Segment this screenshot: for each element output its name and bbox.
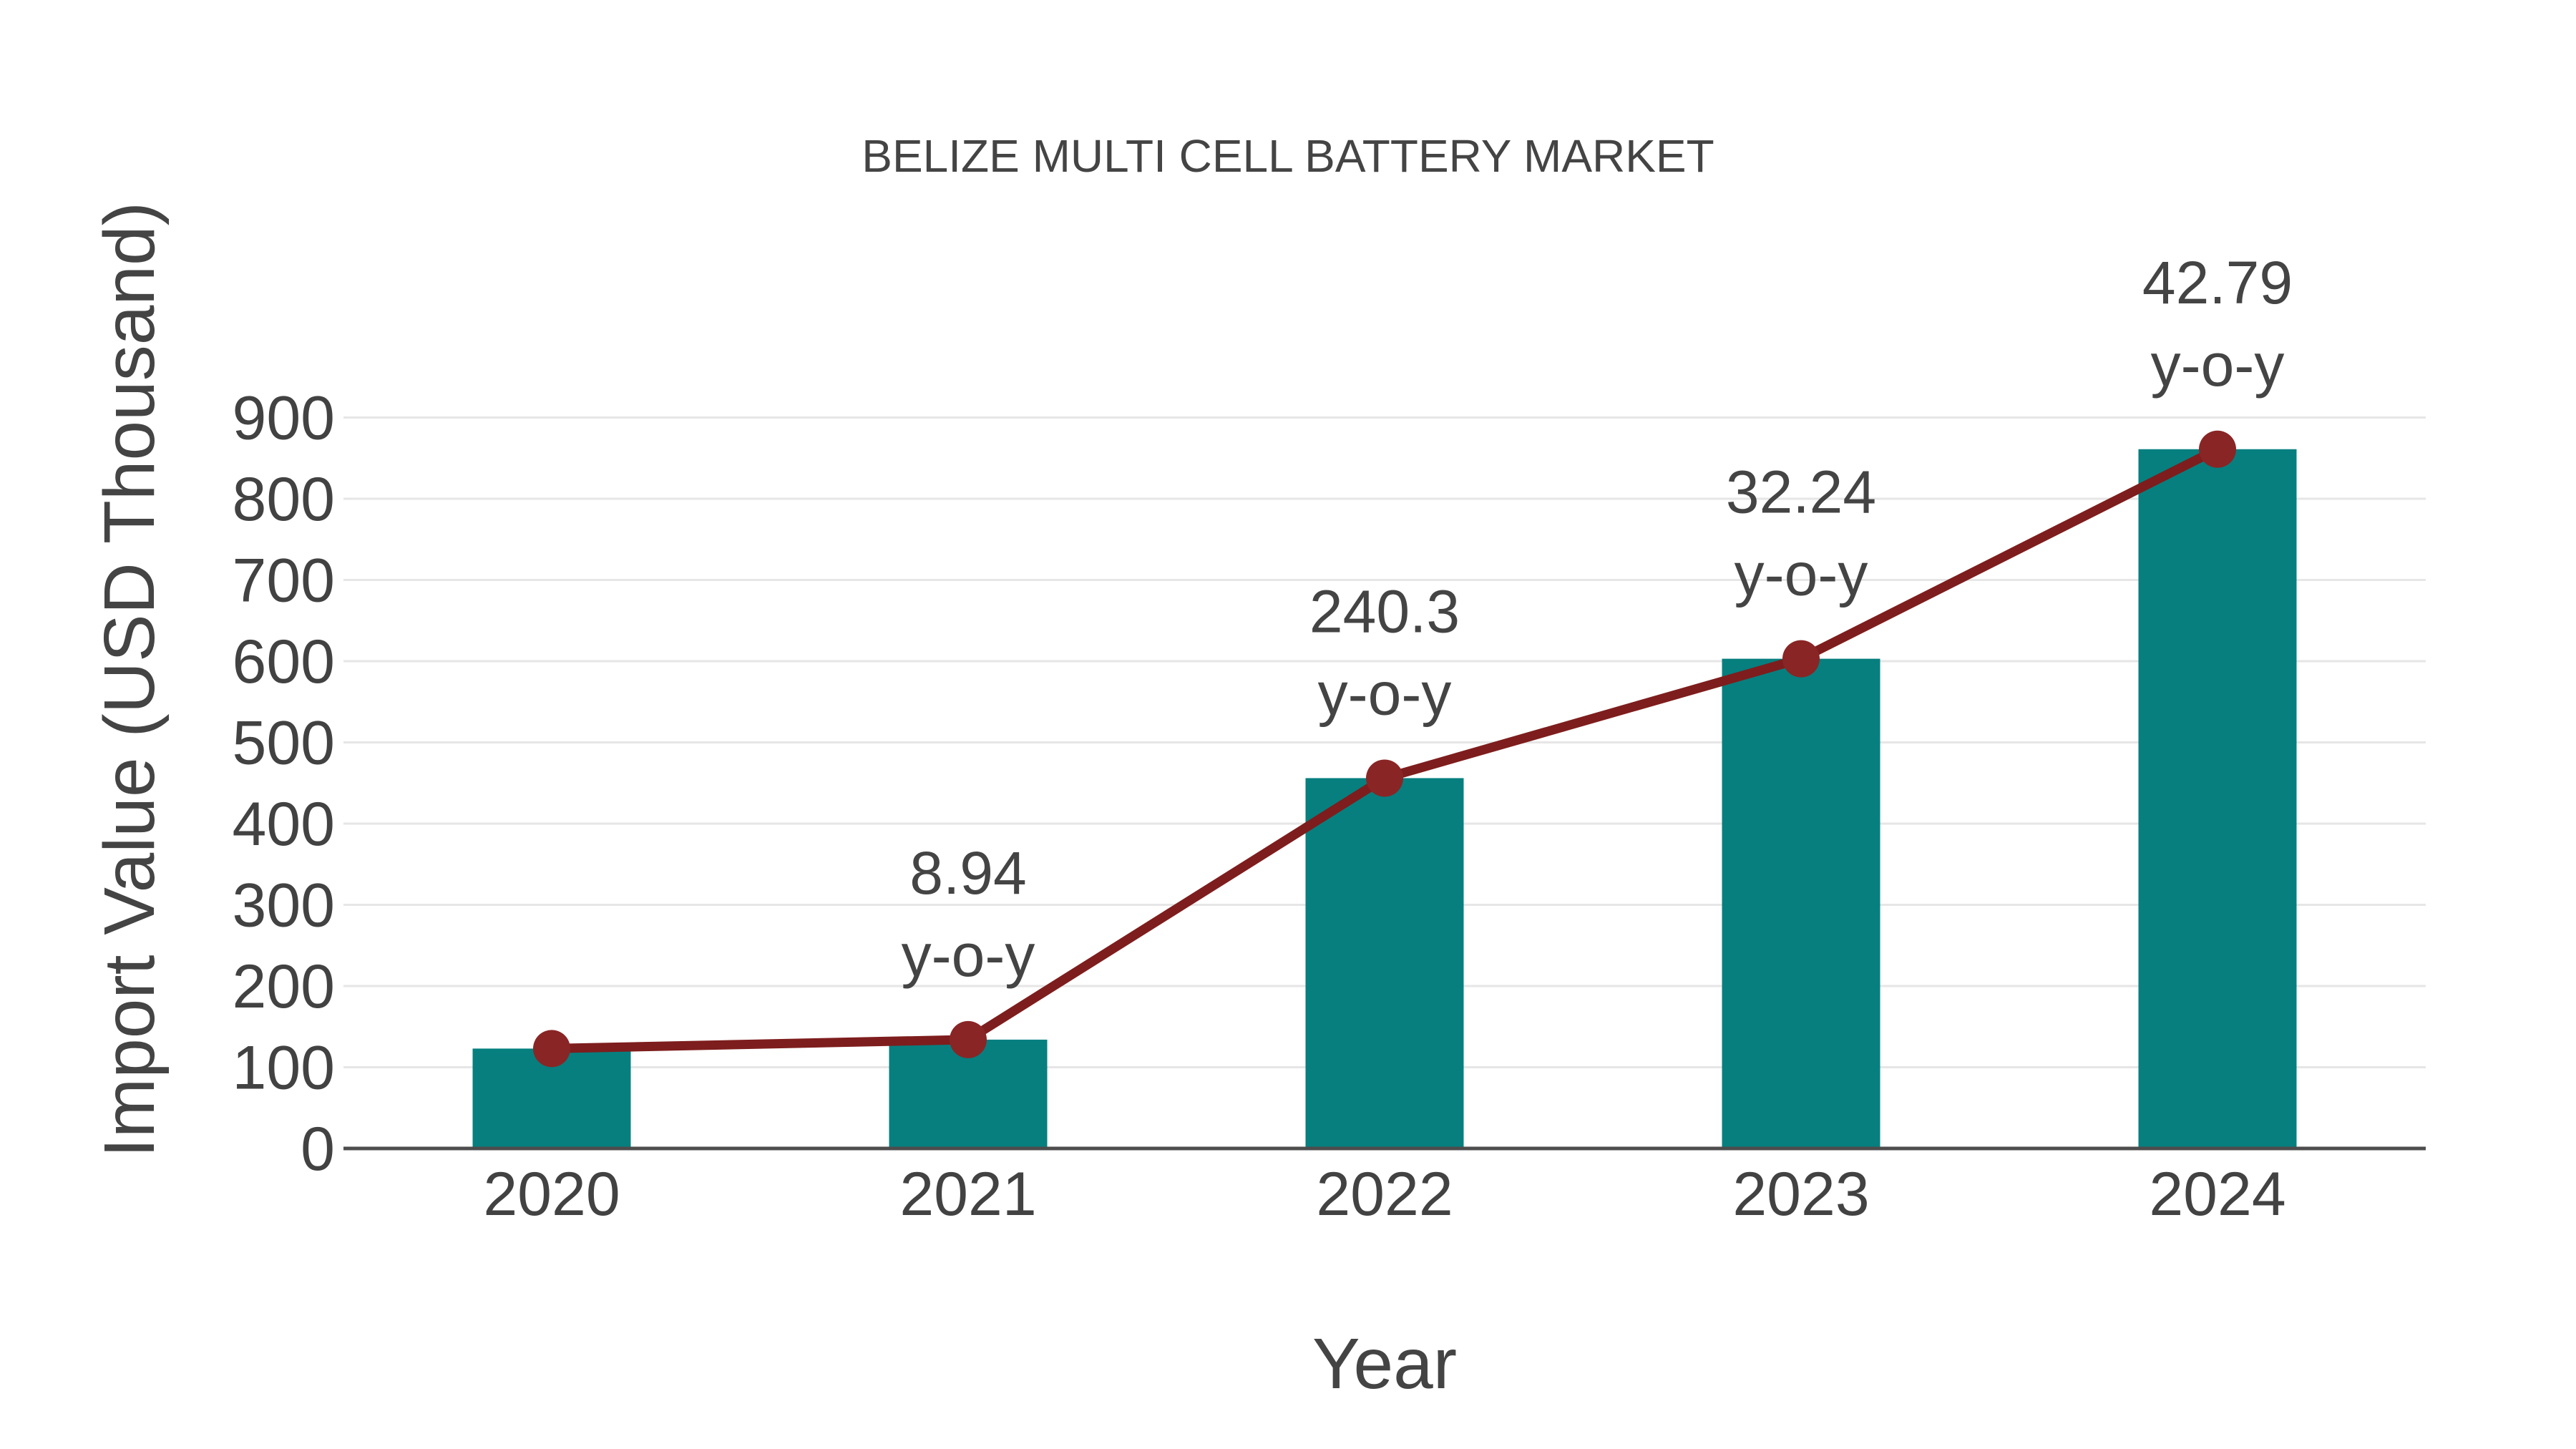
y-tick-label-500: 500 bbox=[233, 709, 336, 778]
y-tick-label-800: 800 bbox=[233, 465, 336, 534]
y-tick-label-200: 200 bbox=[233, 952, 336, 1021]
y-axis-tick-labels: 0 100 200 300 400 500 600 700 800 900 bbox=[233, 384, 336, 1184]
trend-marker-2022 bbox=[1366, 759, 1403, 797]
y-tick-label-400: 400 bbox=[233, 790, 336, 859]
trend-marker-2023 bbox=[1782, 640, 1820, 678]
yoy-unit-2021: y-o-y bbox=[902, 922, 1035, 989]
yoy-unit-2024: y-o-y bbox=[2151, 331, 2285, 399]
y-tick-label-700: 700 bbox=[233, 547, 336, 615]
y-axis-title: Import Value (USD Thousand) bbox=[89, 202, 170, 1158]
y-tick-label-300: 300 bbox=[233, 872, 336, 940]
x-tick-label-2024: 2024 bbox=[2149, 1160, 2285, 1229]
yoy-value-2022: 240.3 bbox=[1309, 577, 1460, 645]
yoy-unit-2023: y-o-y bbox=[1735, 541, 1868, 608]
trend-line-markers bbox=[533, 430, 2236, 1068]
yoy-value-2024: 42.79 bbox=[2142, 249, 2293, 316]
chart-title: BELIZE MULTI CELL BATTERY MARKET bbox=[862, 130, 1714, 182]
yoy-value-2023: 32.24 bbox=[1726, 459, 1876, 526]
bar-2023 bbox=[1722, 658, 1880, 1148]
yoy-value-2021: 8.94 bbox=[909, 839, 1027, 907]
x-tick-label-2020: 2020 bbox=[483, 1160, 620, 1229]
y-tick-label-100: 100 bbox=[233, 1034, 336, 1103]
trend-marker-2024 bbox=[2199, 430, 2236, 468]
y-tick-label-900: 900 bbox=[233, 384, 336, 453]
x-axis-tick-labels: 2020 2021 2022 2023 2024 bbox=[483, 1160, 2285, 1229]
x-tick-label-2022: 2022 bbox=[1316, 1160, 1453, 1229]
bar-series bbox=[472, 449, 2297, 1148]
gridlines bbox=[343, 416, 2426, 1068]
trend-marker-2021 bbox=[950, 1020, 987, 1058]
trend-marker-2020 bbox=[533, 1030, 570, 1068]
y-tick-label-0: 0 bbox=[301, 1115, 335, 1184]
x-axis-title: Year bbox=[1312, 1324, 1457, 1404]
bar-2022 bbox=[1305, 778, 1464, 1148]
yoy-unit-2022: y-o-y bbox=[1318, 660, 1452, 727]
y-tick-label-600: 600 bbox=[233, 628, 336, 696]
yoy-annotations: 8.94 y-o-y 240.3 y-o-y 32.24 y-o-y 42.79 y-o-y bbox=[902, 249, 2293, 989]
x-tick-label-2023: 2023 bbox=[1732, 1160, 1869, 1229]
x-tick-label-2021: 2021 bbox=[899, 1160, 1036, 1229]
bar-2024 bbox=[2138, 449, 2297, 1148]
